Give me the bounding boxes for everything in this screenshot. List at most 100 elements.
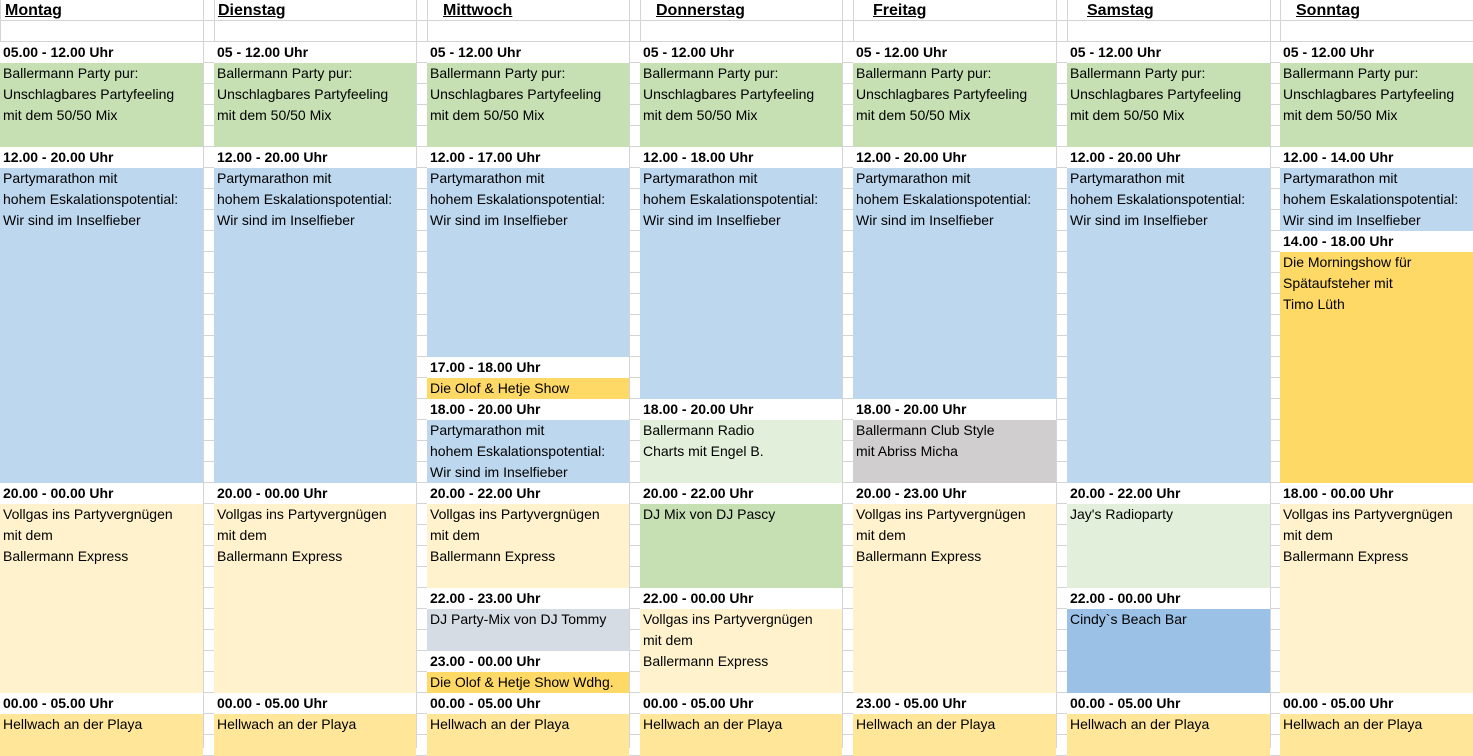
slot-title-line: Ballermann Party pur:	[217, 65, 353, 81]
slot-title-line: Wir sind im Inselfieber	[856, 212, 994, 228]
slot-title-line: Partymarathon mit	[643, 170, 758, 186]
program-slot[interactable]: Vollgas ins Partyvergnügen mit dem Ballerm…	[214, 504, 416, 693]
grid-row-line	[0, 41, 1473, 42]
slot-time: 12.00 - 20.00 Uhr	[0, 147, 203, 168]
program-slot[interactable]: Partymarathon mit hohem Eskalationspotent…	[853, 168, 1056, 399]
day-header-dienstag: Dienstag	[218, 2, 286, 19]
program-slot[interactable]: Partymarathon mit hohem Eskalationspotent…	[640, 168, 842, 399]
slot-time: 20.00 - 22.00 Uhr	[640, 483, 842, 504]
program-slot[interactable]: Ballermann Party pur: Unschlagbares Party…	[1280, 63, 1473, 147]
slot-title-line: Hellwach an der Playa	[1070, 716, 1210, 732]
grid-col-line	[416, 0, 417, 748]
day-header-mittwoch: Mittwoch	[443, 2, 513, 19]
grid-row-line	[0, 20, 1473, 21]
slot-title-line: Cindy`s Beach Bar	[1070, 611, 1187, 627]
program-slot[interactable]: Ballermann Party pur: Unschlagbares Party…	[214, 63, 416, 147]
slot-time: 22.00 - 23.00 Uhr	[427, 588, 629, 609]
slot-title-line: DJ Party-Mix von DJ Tommy	[430, 611, 607, 627]
slot-title-line: Unschlagbares Partyfeeling	[856, 86, 1028, 102]
slot-title-line: DJ Mix von DJ Pascy	[643, 506, 776, 522]
slot-title-line: Unschlagbares Partyfeeling	[1070, 86, 1242, 102]
slot-title-line: Hellwach an der Playa	[1283, 716, 1423, 732]
program-slot[interactable]: Hellwach an der Playa	[0, 714, 203, 756]
program-slot[interactable]: Vollgas ins Partyvergnügen mit dem Ballerm…	[853, 504, 1056, 693]
slot-time: 20.00 - 22.00 Uhr	[1067, 483, 1270, 504]
day-header-freitag: Freitag	[873, 2, 927, 19]
program-slot[interactable]: Ballermann Radio Charts mit Engel B.	[640, 420, 842, 483]
slot-title-line: Wir sind im Inselfieber	[430, 464, 568, 480]
program-slot[interactable]: Ballermann Party pur: Unschlagbares Party…	[640, 63, 842, 147]
program-slot[interactable]: Vollgas ins Partyvergnügen mit dem Ballerm…	[1280, 504, 1473, 693]
program-slot[interactable]: DJ Party-Mix von DJ Tommy	[427, 609, 629, 651]
slot-title-line: Ballermann Express	[643, 653, 769, 669]
slot-title-line: hohem Eskalationspotential:	[643, 191, 819, 207]
program-slot[interactable]: Die Olof & Hetje Show	[427, 378, 629, 399]
program-slot[interactable]: Jay's Radioparty	[1067, 504, 1270, 588]
program-slot[interactable]: Vollgas ins Partyvergnügen mit dem Ballerm…	[640, 609, 842, 693]
slot-title-line: Ballermann Club Style	[856, 422, 995, 438]
program-slot[interactable]: Hellwach an der Playa	[427, 714, 629, 756]
program-slot[interactable]: Partymarathon mit hohem Eskalationspotent…	[1280, 168, 1473, 231]
slot-title-line: Die Morningshow für	[1283, 254, 1412, 270]
program-slot[interactable]: Partymarathon mit hohem Eskalationspotent…	[0, 168, 203, 483]
slot-title-line: Unschlagbares Partyfeeling	[1283, 86, 1455, 102]
grid-col-line	[629, 0, 630, 748]
slot-time: 05 - 12.00 Uhr	[214, 42, 416, 63]
slot-time: 12.00 - 20.00 Uhr	[853, 147, 1056, 168]
program-slot[interactable]: Partymarathon mit hohem Eskalationspotent…	[427, 168, 629, 357]
slot-title-line: mit dem	[856, 527, 906, 543]
slot-time: 12.00 - 14.00 Uhr	[1280, 147, 1473, 168]
slot-title-line: mit dem	[430, 527, 480, 543]
program-slot[interactable]: Partymarathon mit hohem Eskalationspotent…	[1067, 168, 1270, 483]
grid-col-line	[203, 0, 204, 748]
slot-time: 18.00 - 20.00 Uhr	[427, 399, 629, 420]
program-slot[interactable]: Die Olof & Hetje Show Wdhg.	[427, 672, 629, 693]
program-slot[interactable]: Partymarathon mit hohem Eskalationspotent…	[427, 420, 629, 483]
program-slot[interactable]: Partymarathon mit hohem Eskalationspotent…	[214, 168, 416, 483]
slot-time: 00.00 - 05.00 Uhr	[1067, 693, 1270, 714]
slot-title-line: Wir sind im Inselfieber	[1070, 212, 1208, 228]
slot-title-line: Ballermann Party pur:	[1070, 65, 1206, 81]
program-slot[interactable]: Ballermann Club Style mit Abriss Micha	[853, 420, 1056, 483]
program-slot[interactable]: Cindy`s Beach Bar	[1067, 609, 1270, 693]
slot-title-line: Unschlagbares Partyfeeling	[217, 86, 389, 102]
slot-time: 14.00 - 18.00 Uhr	[1280, 231, 1473, 252]
slot-title-line: Wir sind im Inselfieber	[643, 212, 781, 228]
slot-title-line: Wir sind im Inselfieber	[3, 212, 141, 228]
program-slot[interactable]: Ballermann Party pur: Unschlagbares Party…	[1067, 63, 1270, 147]
slot-title-line: mit dem 50/50 Mix	[430, 107, 545, 123]
slot-title-line: Ballermann Express	[217, 548, 343, 564]
slot-time: 05 - 12.00 Uhr	[640, 42, 842, 63]
day-header-samstag: Samstag	[1087, 2, 1154, 19]
program-slot[interactable]: Die Morningshow für Spätaufsteher mit Timo…	[1280, 252, 1473, 483]
slot-time: 22.00 - 00.00 Uhr	[640, 588, 842, 609]
slot-time: 00.00 - 05.00 Uhr	[214, 693, 416, 714]
program-slot[interactable]: Hellwach an der Playa	[640, 714, 842, 756]
day-header-donnerstag: Donnerstag	[656, 2, 745, 19]
slot-time: 05.00 - 12.00 Uhr	[0, 42, 203, 63]
slot-title-line: hohem Eskalationspotential:	[856, 191, 1032, 207]
slot-title-line: hohem Eskalationspotential:	[1283, 191, 1459, 207]
slot-title-line: mit dem 50/50 Mix	[3, 107, 118, 123]
slot-time: 00.00 - 05.00 Uhr	[0, 693, 203, 714]
program-slot[interactable]: Hellwach an der Playa	[1280, 714, 1473, 756]
slot-time: 12.00 - 18.00 Uhr	[640, 147, 842, 168]
program-slot[interactable]: Hellwach an der Playa	[1067, 714, 1270, 756]
slot-title-line: mit dem	[1283, 527, 1333, 543]
program-slot[interactable]: Hellwach an der Playa	[853, 714, 1056, 756]
slot-title-line: mit dem	[3, 527, 53, 543]
slot-title-line: hohem Eskalationspotential:	[1070, 191, 1246, 207]
program-slot[interactable]: Ballermann Party pur: Unschlagbares Party…	[0, 63, 203, 147]
slot-title-line: Hellwach an der Playa	[3, 716, 143, 732]
program-slot[interactable]: Hellwach an der Playa	[214, 714, 416, 756]
slot-time: 18.00 - 00.00 Uhr	[1280, 483, 1473, 504]
program-slot[interactable]: Vollgas ins Partyvergnügen mit dem Ballerm…	[427, 504, 629, 588]
slot-time: 12.00 - 20.00 Uhr	[214, 147, 416, 168]
slot-time: 00.00 - 05.00 Uhr	[427, 693, 629, 714]
program-slot[interactable]: DJ Mix von DJ Pascy	[640, 504, 842, 588]
program-slot[interactable]: Vollgas ins Partyvergnügen mit dem Ballerm…	[0, 504, 203, 693]
slot-title-line: Die Olof & Hetje Show	[430, 380, 570, 396]
program-slot[interactable]: Ballermann Party pur: Unschlagbares Party…	[853, 63, 1056, 147]
slot-title-line: Partymarathon mit	[430, 422, 545, 438]
program-slot[interactable]: Ballermann Party pur: Unschlagbares Party…	[427, 63, 629, 147]
